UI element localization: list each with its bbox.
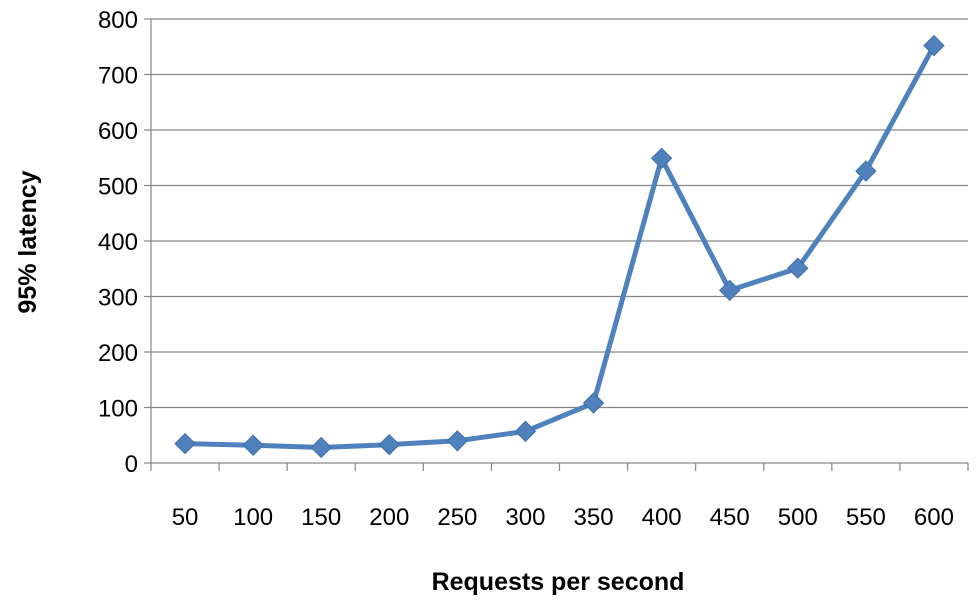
- data-point-marker: [378, 433, 400, 456]
- series-layer: [174, 34, 945, 459]
- grid-lines: [151, 18, 968, 409]
- data-point-marker: [787, 257, 809, 279]
- data-point-marker: [719, 279, 741, 302]
- x-tick-label: 350: [574, 504, 614, 531]
- x-tick-label: 300: [505, 504, 545, 531]
- y-tick-labels: 0 100 200 300 400 500 600 700 800: [98, 7, 138, 478]
- data-point-marker: [923, 34, 945, 57]
- x-tick-label: 250: [437, 504, 477, 531]
- data-point-marker: [514, 420, 537, 443]
- data-point-marker: [582, 392, 605, 414]
- x-tick-label: 550: [846, 504, 886, 531]
- y-tick-label: 300: [98, 285, 138, 312]
- axes: [144, 18, 969, 471]
- y-tick-label: 500: [98, 174, 138, 201]
- x-tick-label: 500: [778, 504, 818, 531]
- series-line: [184, 44, 937, 450]
- data-point-marker: [174, 432, 196, 455]
- y-axis-title: 95% latency: [14, 170, 42, 313]
- y-tick-label: 600: [98, 118, 138, 145]
- x-tick-label: 200: [369, 504, 409, 531]
- y-tick-label: 700: [98, 63, 138, 90]
- x-tick-label: 150: [301, 504, 341, 531]
- y-tick-label: 200: [98, 340, 138, 367]
- x-tick-label: 450: [710, 504, 750, 531]
- x-tick-labels: 50 100 150 200 250 300 350 400 450 500 550 600: [172, 504, 954, 531]
- data-point-marker: [650, 147, 673, 170]
- data-point-marker: [855, 160, 877, 182]
- x-axis-title: Requests per second: [432, 568, 685, 596]
- y-tick-label: 0: [125, 451, 138, 478]
- x-tick-label: 50: [172, 504, 199, 531]
- data-point-marker: [446, 430, 469, 452]
- x-tick-label: 400: [642, 504, 682, 531]
- y-tick-label: 100: [98, 396, 138, 423]
- x-tick-label: 100: [233, 504, 273, 531]
- data-point-marker: [242, 434, 264, 456]
- y-tick-label: 800: [98, 7, 138, 34]
- y-tick-label: 400: [98, 229, 138, 256]
- x-tick-label: 600: [914, 504, 954, 531]
- data-point-marker: [310, 436, 332, 459]
